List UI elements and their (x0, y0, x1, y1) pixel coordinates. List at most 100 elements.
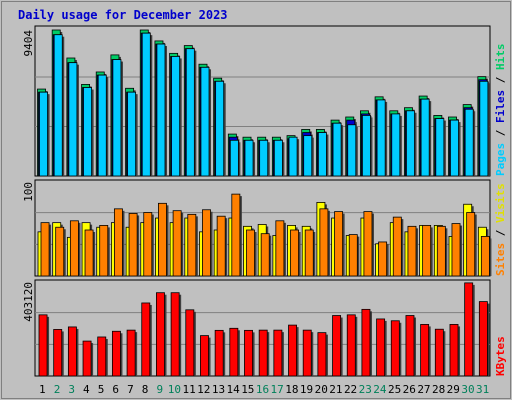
bottom-bar-kbytes (302, 329, 312, 377)
top-bar-pages (53, 34, 63, 177)
bottom-bar-kbytes (346, 314, 356, 377)
bottom-bar-kbytes (288, 324, 297, 377)
x-tick-label: 15 (241, 383, 254, 396)
mid-bar-sites (407, 225, 417, 277)
x-tick-label: 13 (212, 383, 225, 396)
x-tick-label: 29 (447, 383, 460, 396)
mid-bar-sites (334, 211, 344, 277)
legend-files: Files (494, 90, 507, 123)
bottom-bar-kbytes (200, 335, 209, 377)
top-bar-pages (156, 43, 166, 177)
top-bar-pages (376, 99, 386, 177)
x-tick-label: 5 (98, 383, 105, 396)
x-tick-label: 11 (182, 383, 195, 396)
bottom-bar-kbytes (141, 302, 151, 377)
x-tick-label: 3 (68, 383, 75, 396)
mid-bar-sites (187, 213, 197, 277)
x-tick-label: 23 (359, 383, 372, 396)
top-bar-pages (39, 91, 48, 177)
mid-bar-sites (202, 209, 211, 277)
top-bar-pages (288, 136, 298, 177)
mid-bar-sites (275, 220, 285, 277)
x-tick-label: 9 (156, 383, 163, 396)
top-bar-pages (97, 74, 107, 177)
bottom-bar-kbytes (53, 329, 63, 377)
legend-sep-1: / (494, 123, 507, 143)
top-bar-pages (200, 66, 210, 177)
bottom-bar-kbytes (244, 329, 253, 377)
top-bar-pages (362, 115, 371, 177)
top-bar-pages (259, 139, 269, 177)
y-tick-mid: 100 (22, 182, 35, 202)
x-tick-label: 20 (315, 383, 328, 396)
mid-bar-sites (246, 229, 255, 277)
x-tick-label: 25 (388, 383, 401, 396)
top-bar-pages (229, 139, 239, 177)
mid-bar-sites (422, 224, 432, 277)
mid-bar-sites (363, 211, 373, 277)
legend-kbytes: KBytes (494, 336, 507, 376)
legend-bottom: KBytes (494, 336, 507, 376)
mid-bar-sites (392, 216, 402, 277)
x-tick-label: 26 (403, 383, 416, 396)
mid-bar-sites (348, 234, 358, 277)
mid-bar-sites (480, 236, 490, 277)
top-bar-pages (127, 91, 137, 177)
mid-bar-sites (466, 212, 476, 277)
mid-bar-sites (128, 213, 138, 277)
top-bar-pages (244, 139, 254, 177)
svg-text:Sites / Visits: Sites / Visits (494, 183, 507, 276)
bottom-bar-kbytes (273, 329, 283, 377)
mid-bar-sites (451, 223, 461, 277)
legend-hits: Hits (494, 44, 507, 71)
legend-sep-2: / (494, 70, 507, 90)
bottom-bar-kbytes (67, 326, 77, 377)
y-tick-bottom: 403120 (22, 282, 35, 322)
x-tick-label: 27 (417, 383, 430, 396)
mid-bar-sites (216, 215, 226, 277)
x-tick-label: 18 (285, 383, 298, 396)
bottom-bar-kbytes (126, 329, 136, 377)
bottom-bar-kbytes (390, 320, 400, 377)
x-axis-labels: 1 2 3 4 5 6 7 8 9 10 11 12 13 14 15 16 17 18 19 20 21 22 23 24 2… (39, 383, 489, 396)
x-tick-label: 30 (461, 383, 474, 396)
top-bar-pages (273, 139, 283, 177)
top-bar-pages (435, 118, 445, 177)
top-bar-pages (391, 113, 401, 177)
mid-bar-sites (143, 212, 153, 277)
bottom-bar-kbytes (185, 309, 195, 377)
x-tick-label: 17 (271, 383, 284, 396)
top-bar-pages (68, 62, 78, 177)
x-tick-label: 7 (127, 383, 134, 396)
x-tick-label: 16 (256, 383, 269, 396)
bottom-bar-kbytes (332, 315, 342, 377)
bottom-bar-kbytes (434, 328, 444, 377)
bottom-bar-kbytes (229, 327, 239, 377)
bottom-bar-kbytes (170, 292, 180, 377)
top-bar-pages (303, 135, 313, 177)
bottom-bar-kbytes (449, 324, 459, 377)
legend-visits: Visits (494, 183, 507, 223)
mid-bar-sites (260, 233, 270, 277)
x-tick-label: 14 (227, 383, 241, 396)
bottom-bar-kbytes (478, 301, 488, 377)
bottom-bar-kbytes (420, 324, 430, 377)
top-bar-pages (347, 124, 357, 177)
x-tick-label: 28 (432, 383, 445, 396)
mid-bar-sites (319, 208, 329, 277)
x-tick-label: 22 (344, 383, 357, 396)
bottom-bar-kbytes (376, 318, 386, 377)
legend-top: Pages / Files / Hits (494, 44, 507, 177)
bars (37, 29, 492, 377)
mid-bar-sites (378, 241, 388, 277)
bottom-bar-kbytes (361, 308, 371, 377)
legend-pages: Pages (494, 143, 507, 176)
x-tick-label: 2 (54, 383, 61, 396)
top-bar-pages (112, 59, 122, 177)
mid-bar-sites (304, 229, 314, 277)
svg-text:Pages / Files / Hits: Pages / Files / Hits (494, 44, 507, 177)
bottom-bar-kbytes (156, 292, 165, 377)
mid-bar-sites (113, 208, 123, 277)
